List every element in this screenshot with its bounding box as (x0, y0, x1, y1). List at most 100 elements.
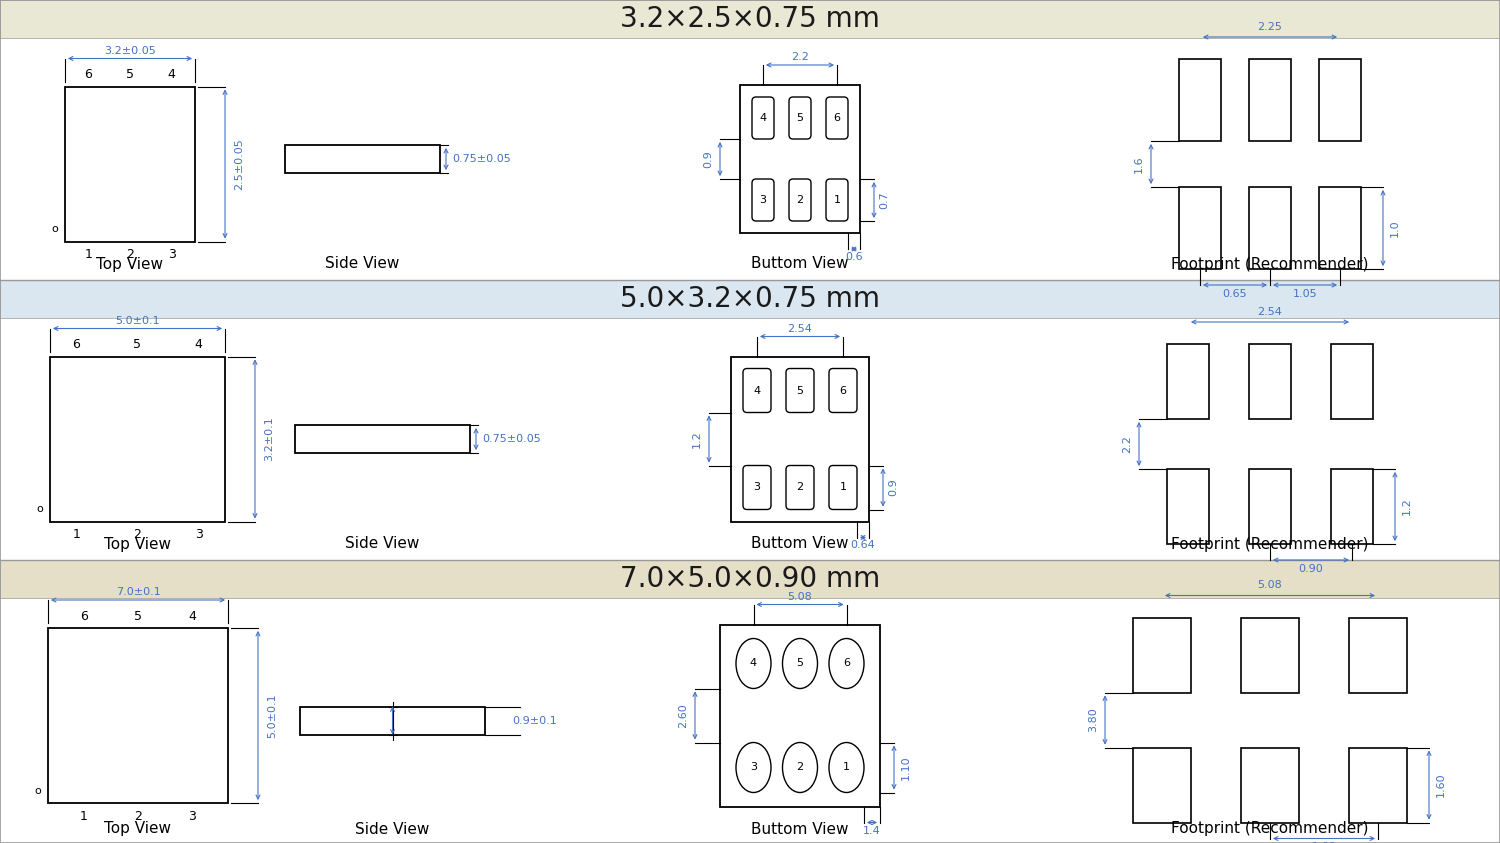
Text: 1.2: 1.2 (1402, 497, 1411, 515)
Text: o: o (34, 786, 42, 796)
Bar (720, 625, 880, 807)
Text: 2.2: 2.2 (1122, 435, 1132, 453)
Text: Footprint (Recommender): Footprint (Recommender) (1172, 821, 1368, 836)
Text: 6: 6 (843, 658, 850, 668)
FancyBboxPatch shape (742, 368, 771, 412)
Ellipse shape (736, 638, 771, 689)
Text: 5.0×3.2×0.75 mm: 5.0×3.2×0.75 mm (620, 285, 880, 313)
Text: 3: 3 (195, 528, 202, 541)
FancyBboxPatch shape (830, 368, 856, 412)
Text: 1: 1 (843, 763, 850, 772)
Bar (1167, 344, 1209, 419)
Text: Buttom View: Buttom View (752, 821, 849, 836)
Bar (1240, 748, 1299, 823)
Bar (50, 357, 225, 522)
FancyBboxPatch shape (827, 179, 848, 221)
Text: 0.9±0.1: 0.9±0.1 (513, 716, 558, 726)
Text: Top View: Top View (96, 256, 164, 271)
Text: 0.9: 0.9 (888, 479, 898, 497)
Text: 0.75±0.05: 0.75±0.05 (453, 154, 512, 164)
Text: 2: 2 (134, 528, 141, 541)
Text: 2.54: 2.54 (788, 324, 813, 334)
FancyBboxPatch shape (752, 97, 774, 139)
Text: Side View: Side View (345, 536, 420, 551)
Text: 3: 3 (753, 482, 760, 492)
Ellipse shape (783, 638, 818, 689)
Ellipse shape (736, 743, 771, 792)
Bar (1318, 187, 1360, 269)
Text: 7.0±0.1: 7.0±0.1 (116, 587, 160, 597)
Text: Footprint (Recommender): Footprint (Recommender) (1172, 256, 1368, 271)
Bar (1179, 59, 1221, 141)
Bar (1250, 469, 1292, 544)
Bar (1330, 469, 1372, 544)
Text: 1: 1 (84, 248, 93, 261)
Text: 2: 2 (796, 763, 804, 772)
Text: 0.90: 0.90 (1299, 564, 1323, 574)
Text: 6: 6 (834, 113, 840, 123)
Bar (1250, 59, 1292, 141)
Bar (300, 706, 484, 734)
Text: Buttom View: Buttom View (752, 256, 849, 271)
Text: 5.0±0.1: 5.0±0.1 (116, 315, 160, 325)
Text: o: o (36, 504, 44, 514)
Text: 6: 6 (80, 609, 88, 622)
Text: 1.6: 1.6 (1134, 155, 1144, 173)
Text: Top View: Top View (104, 536, 171, 551)
Text: 5: 5 (796, 658, 804, 668)
Text: 1: 1 (72, 528, 80, 541)
Text: 0.9: 0.9 (704, 150, 712, 168)
Text: 6: 6 (840, 385, 846, 395)
Bar (64, 87, 195, 241)
Text: 4: 4 (168, 68, 176, 81)
Text: 2: 2 (134, 809, 142, 823)
Text: 1: 1 (80, 809, 88, 823)
Bar (1132, 748, 1191, 823)
FancyBboxPatch shape (789, 179, 812, 221)
Bar (1240, 618, 1299, 692)
Text: 3: 3 (750, 763, 758, 772)
Bar (0, 0, 1500, 38)
Text: 5.08: 5.08 (1257, 581, 1282, 590)
Text: 3.2±0.1: 3.2±0.1 (264, 416, 274, 461)
Text: 4: 4 (195, 338, 202, 351)
Text: 0.64: 0.64 (850, 540, 876, 550)
FancyBboxPatch shape (752, 179, 774, 221)
Ellipse shape (830, 638, 864, 689)
Bar (1167, 469, 1209, 544)
Bar (1132, 618, 1191, 692)
Text: 1.4: 1.4 (862, 825, 880, 835)
Text: 0.7: 0.7 (879, 191, 890, 209)
Text: Top View: Top View (105, 821, 171, 836)
Text: Side View: Side View (326, 256, 399, 271)
Text: 4: 4 (188, 609, 196, 622)
Text: 2.54: 2.54 (1257, 307, 1282, 317)
Bar (1330, 344, 1372, 419)
Text: 6: 6 (72, 338, 80, 351)
Bar (1179, 187, 1221, 269)
Bar (285, 145, 440, 173)
FancyBboxPatch shape (786, 465, 814, 509)
Text: 7.0×5.0×0.90 mm: 7.0×5.0×0.90 mm (620, 565, 880, 593)
Text: 0.65: 0.65 (1222, 289, 1248, 299)
Text: Side View: Side View (356, 821, 429, 836)
Text: 2.60: 2.60 (678, 703, 688, 728)
Ellipse shape (830, 743, 864, 792)
Bar (1250, 187, 1292, 269)
Text: 5: 5 (134, 609, 142, 622)
Text: 4: 4 (750, 658, 758, 668)
Bar (730, 357, 868, 522)
Text: 0.6: 0.6 (844, 252, 862, 262)
Text: 2: 2 (796, 195, 804, 205)
FancyBboxPatch shape (830, 465, 856, 509)
Text: Buttom View: Buttom View (752, 536, 849, 551)
Text: 5.0±0.1: 5.0±0.1 (267, 693, 278, 738)
Text: 1: 1 (840, 482, 846, 492)
Text: 3: 3 (168, 248, 176, 261)
Text: 2.25: 2.25 (1257, 22, 1282, 32)
Text: 2.2: 2.2 (790, 52, 808, 62)
Text: 2: 2 (126, 248, 134, 261)
Text: 2.5±0.05: 2.5±0.05 (234, 138, 244, 190)
Text: 3.2×2.5×0.75 mm: 3.2×2.5×0.75 mm (620, 5, 880, 33)
Text: 4: 4 (759, 113, 766, 123)
